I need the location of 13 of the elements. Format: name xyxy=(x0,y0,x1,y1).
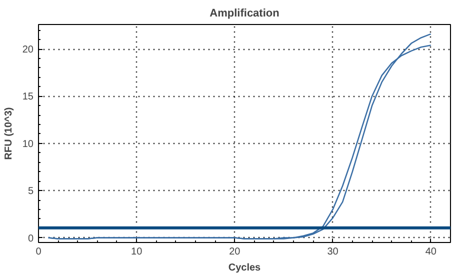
y-tick-label: 5 xyxy=(28,186,34,198)
x-tick-label: 40 xyxy=(425,246,437,258)
y-tick-label: 20 xyxy=(22,44,34,56)
x-tick-label: 20 xyxy=(229,246,241,258)
chart-title: Amplification xyxy=(210,8,280,20)
x-axis-title: Cycles xyxy=(228,262,262,274)
y-tick-label: 10 xyxy=(22,138,34,150)
x-tick-label: 0 xyxy=(36,246,42,258)
y-tick-label: 15 xyxy=(22,92,34,103)
x-tick-label: 30 xyxy=(327,246,339,258)
x-tick-label: 10 xyxy=(131,246,143,258)
y-tick-label: 0 xyxy=(28,233,34,244)
y-axis-title: RFU (10^3) xyxy=(3,107,14,160)
